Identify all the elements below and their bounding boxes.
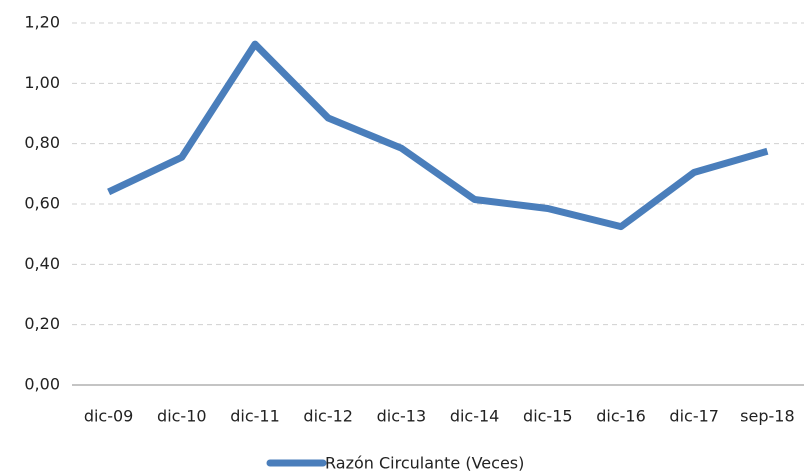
y-tick-label: 1,00: [24, 73, 60, 92]
x-tick-label: sep-18: [740, 407, 794, 426]
y-tick-label: 0,80: [24, 133, 60, 152]
x-tick-label: dic-17: [669, 407, 719, 426]
legend-label: Razón Circulante (Veces): [325, 454, 524, 473]
x-tick-label: dic-10: [157, 407, 207, 426]
x-tick-label: dic-12: [303, 407, 353, 426]
y-tick-label: 0,00: [24, 375, 60, 394]
y-tick-label: 1,20: [24, 13, 60, 32]
x-tick-label: dic-16: [596, 407, 646, 426]
series-line: [107, 40, 769, 231]
y-tick-label: 0,60: [24, 194, 60, 213]
y-tick-label: 0,40: [24, 254, 60, 273]
x-tick-label: dic-09: [84, 407, 134, 426]
x-tick-label: dic-15: [523, 407, 573, 426]
x-tick-label: dic-14: [450, 407, 500, 426]
x-tick-label: dic-13: [377, 407, 427, 426]
y-tick-label: 0,20: [24, 314, 60, 333]
x-tick-label: dic-11: [230, 407, 280, 426]
